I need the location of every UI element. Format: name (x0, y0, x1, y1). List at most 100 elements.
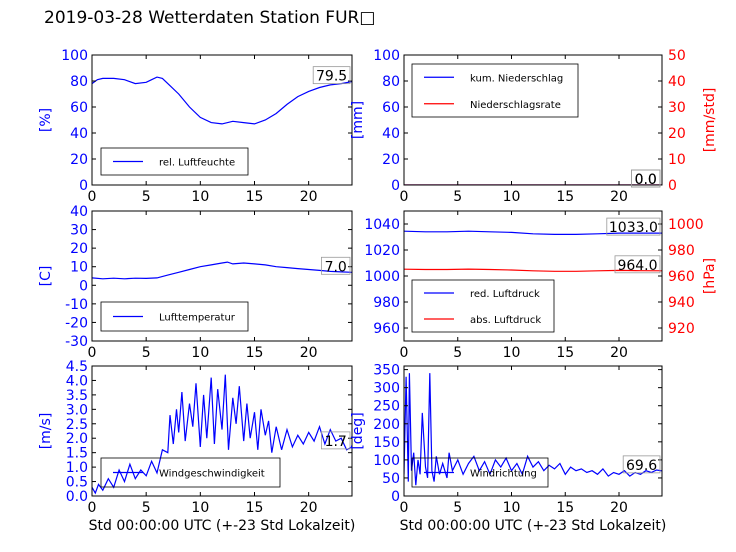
last-value-label: 79.5 (312, 66, 351, 85)
x-tick-label: 0 (88, 189, 97, 205)
x-tick-label: 10 (191, 500, 209, 516)
y2-tick-label: 980 (668, 243, 695, 259)
plot-frame (403, 365, 663, 497)
x-tick-label: 20 (610, 189, 628, 205)
y2-tick-label: 1000 (668, 217, 704, 233)
series-line-pressure-1 (404, 268, 662, 272)
last-value-label-2: 0.0 (631, 169, 661, 188)
y-tick-label: 60 (382, 100, 400, 116)
last-value-label-box (320, 431, 351, 450)
legend: red. Luftdruck abs. Luftdruck (411, 279, 555, 333)
last-value-label-2-text: 0.0 (635, 172, 657, 188)
last-value-label-box (622, 455, 661, 474)
y-tick-label: 300 (373, 381, 400, 397)
x-tick-label: 0 (400, 189, 409, 205)
y-tick-label: -20 (65, 315, 88, 331)
y-axis-label: [deg] (350, 412, 366, 449)
chart-panel-pressure: 0 5 10 15 20 960 980 1000 1020 1040 920 940 960 980 10… (364, 210, 718, 361)
y-tick-label: -30 (65, 334, 88, 350)
y-tick-label: 3.0 (66, 402, 88, 418)
x-tick-label: 20 (610, 345, 628, 361)
y2-axis-label: [mm/std] (702, 88, 718, 153)
y-tick-label: 20 (382, 152, 400, 168)
x-tick-label: 5 (453, 189, 462, 205)
y-tick-label: -10 (65, 297, 88, 313)
x-tick-label: 15 (556, 189, 574, 205)
legend: rel. Luftfeuchte (100, 147, 249, 176)
y-tick-label: 40 (70, 204, 88, 220)
legend-label: Lufttemperatur (159, 313, 236, 324)
x-tick-label: 0 (400, 500, 409, 516)
x-tick-label: 10 (503, 345, 521, 361)
y2-axis-label: [hPa] (702, 258, 718, 294)
y-tick-label: 80 (382, 74, 400, 90)
legend-label: Windgeschwindigkeit (159, 469, 265, 480)
legend-label: kum. Niederschlag (470, 73, 563, 84)
plot-frame (403, 54, 663, 186)
series-line-temperature-0 (92, 261, 352, 280)
x-tick-label: 5 (453, 500, 462, 516)
last-value-label-2-box (614, 255, 661, 274)
last-value-label-2-text: 964.0 (617, 258, 657, 274)
x-axis-label: Std 00:00:00 UTC (+-23 Std Lokalzeit) (89, 518, 356, 534)
y-tick-label: 2.0 (66, 431, 88, 447)
legend-frame (411, 457, 549, 488)
legend: Windgeschwindigkeit (100, 457, 281, 488)
y2-tick-label: 50 (668, 48, 686, 64)
y-tick-label: 40 (70, 126, 88, 142)
chart-panel-humidity: 0 5 10 15 20 0 20 40 60 80 100 [%] rel. Luftfeuchte 7… (38, 48, 353, 205)
legend: Lufttemperatur (100, 301, 249, 332)
legend-frame (411, 279, 555, 333)
legend: Windrichtung (411, 457, 549, 488)
y2-tick-label: 40 (668, 74, 686, 90)
y-tick-label: 1040 (364, 217, 400, 233)
y2-tick-label: 30 (668, 100, 686, 116)
y2-tick-label: 0 (668, 178, 677, 194)
x-tick-label: 10 (503, 500, 521, 516)
last-value-label-text: 7.0 (325, 259, 347, 275)
last-value-label-text: 69.6 (626, 458, 657, 474)
y-tick-label: 80 (70, 74, 88, 90)
x-tick-label: 5 (142, 189, 151, 205)
legend-label: red. Luftdruck (470, 289, 540, 300)
chart-panel-temperature: 0 5 10 15 20 -30 -20 -10 0 10 20 30 40 [C] Lufttempera… (38, 204, 353, 361)
legend-label: Niederschlagsrate (470, 100, 561, 111)
y-tick-label: 4.5 (66, 359, 88, 375)
y2-tick-label: 20 (668, 126, 686, 142)
last-value-label: 7.0 (320, 256, 351, 275)
plot-frame (91, 54, 353, 186)
y-tick-label: 20 (70, 241, 88, 257)
x-tick-label: 10 (191, 345, 209, 361)
x-tick-label: 15 (246, 189, 264, 205)
y-tick-label: 100 (61, 48, 88, 64)
chart-panel-wind-speed: 0 5 10 15 20 0.00.51.01.52.02.53.03.54.04.5 [m… (38, 359, 355, 534)
last-value-label: 1.7 (320, 431, 351, 450)
x-tick-label: 20 (300, 345, 318, 361)
y-tick-label: 20 (70, 152, 88, 168)
series-line-pressure-0 (404, 230, 662, 235)
y-tick-label: 30 (70, 223, 88, 239)
last-value-label-text: 79.5 (316, 69, 347, 85)
series-line-humidity-0 (92, 76, 352, 125)
y-axis-label: [mm] (350, 101, 366, 139)
y-axis-label: [C] (38, 266, 54, 287)
y2-tick-label: 10 (668, 152, 686, 168)
legend-frame (411, 63, 579, 118)
y-tick-label: 150 (373, 435, 400, 451)
legend-frame (100, 301, 249, 332)
x-tick-label: 0 (88, 345, 97, 361)
y-tick-label: 100 (373, 453, 400, 469)
x-axis-label: Std 00:00:00 UTC (+-23 Std Lokalzeit) (400, 518, 667, 534)
y2-tick-label: 940 (668, 295, 695, 311)
y-tick-label: 10 (70, 260, 88, 276)
last-value-label-2: 964.0 (614, 255, 661, 274)
x-tick-label: 5 (142, 345, 151, 361)
y-tick-label: 350 (373, 363, 400, 379)
plot-frame (91, 365, 353, 497)
x-tick-label: 15 (246, 500, 264, 516)
y-tick-label: 0 (391, 178, 400, 194)
last-value-label: 1033.0 (606, 217, 661, 236)
legend-frame (100, 147, 249, 176)
